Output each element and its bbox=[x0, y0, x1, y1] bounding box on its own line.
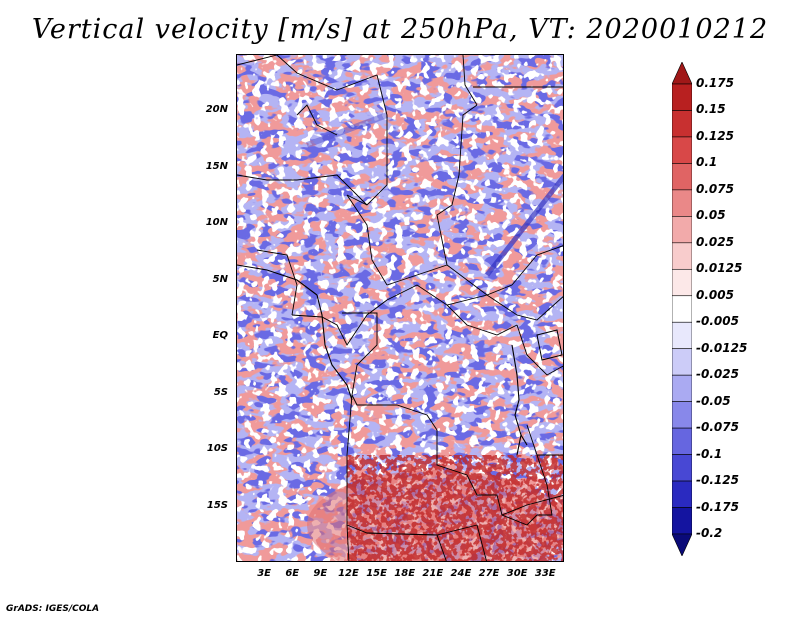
colorbar-label: 0.0125 bbox=[696, 261, 743, 276]
colorbar-label: 0.025 bbox=[696, 234, 734, 249]
longitude-label: 21E bbox=[422, 568, 444, 579]
colorbar-label: 0.15 bbox=[696, 102, 726, 117]
colorbar-label: -0.005 bbox=[696, 314, 739, 329]
colorbar-segment bbox=[672, 189, 692, 217]
colorbar-label: 0.175 bbox=[696, 76, 734, 90]
colorbar-label: -0.2 bbox=[696, 526, 723, 540]
colorbar-segment bbox=[672, 374, 692, 402]
latitude-label: 5S bbox=[213, 386, 228, 398]
latitude-label: EQ bbox=[212, 330, 228, 342]
colorbar-segment bbox=[672, 507, 692, 535]
longitude-label: 33E bbox=[534, 568, 556, 579]
colorbar-label: 0.125 bbox=[696, 128, 734, 143]
latitude-label: 15N bbox=[205, 160, 228, 172]
lake-victoria bbox=[536, 329, 563, 361]
downdraft-streak bbox=[485, 173, 563, 277]
longitude-label: 3E bbox=[257, 568, 271, 579]
colorbar-segment bbox=[672, 348, 692, 376]
colorbar-segment bbox=[672, 163, 692, 191]
colorbar-segment bbox=[672, 62, 692, 85]
colorbar-segment bbox=[672, 321, 692, 350]
southern-updraft-detail bbox=[347, 455, 563, 561]
colorbar bbox=[672, 62, 692, 556]
colorbar-label: -0.1 bbox=[696, 446, 723, 461]
colorbar-label: -0.075 bbox=[696, 420, 739, 435]
latitude-label: 10N bbox=[205, 217, 228, 229]
map-panel bbox=[236, 54, 564, 562]
colorbar-segment bbox=[672, 401, 692, 429]
latitude-label: 10S bbox=[206, 443, 228, 455]
longitude-label: 6E bbox=[285, 568, 300, 579]
colorbar-label: -0.05 bbox=[696, 393, 731, 408]
latitude-label: 5N bbox=[212, 273, 228, 285]
longitude-label: 18E bbox=[394, 568, 416, 579]
latitude-label: 15S bbox=[206, 499, 228, 511]
colorbar-segment bbox=[672, 427, 692, 455]
colorbar-segment bbox=[672, 83, 692, 111]
velocity-field-map bbox=[237, 55, 563, 561]
colorbar-segment bbox=[672, 242, 692, 270]
country-borders bbox=[237, 55, 563, 561]
grads-credit: GrADS: IGES/COLA bbox=[6, 604, 100, 614]
longitude-label: 30E bbox=[506, 568, 528, 579]
colorbar-segment bbox=[672, 216, 692, 244]
colorbar-segment bbox=[672, 454, 692, 482]
coastlines bbox=[237, 264, 528, 456]
colorbar-label: -0.175 bbox=[696, 499, 739, 514]
colorbar-label: -0.0125 bbox=[696, 340, 748, 355]
colorbar-segment bbox=[672, 110, 692, 138]
colorbar-label: 0.075 bbox=[696, 181, 734, 196]
colorbar-segment bbox=[672, 533, 692, 556]
downdraft-streak bbox=[305, 112, 389, 148]
longitude-label: 15E bbox=[366, 568, 387, 579]
colorbar-label: -0.125 bbox=[696, 473, 739, 488]
colorbar-label: 0.05 bbox=[696, 208, 726, 223]
colorbar-segment bbox=[672, 268, 692, 297]
colorbar-segment bbox=[672, 480, 692, 508]
longitude-label: 9E bbox=[313, 568, 328, 579]
colorbar-segment bbox=[672, 136, 692, 164]
longitude-label: 24E bbox=[450, 568, 472, 579]
longitude-label: 27E bbox=[478, 568, 500, 579]
colorbar-segment bbox=[672, 295, 692, 323]
longitude-label: 12E bbox=[338, 568, 359, 579]
colorbar-label: -0.025 bbox=[696, 367, 739, 382]
colorbar-label: 0.005 bbox=[696, 287, 734, 302]
colorbar-label: 0.1 bbox=[696, 155, 718, 170]
latitude-label: 20N bbox=[205, 104, 228, 116]
chart-title: Vertical velocity [m/s] at 250hPa, VT: 2… bbox=[31, 14, 769, 45]
